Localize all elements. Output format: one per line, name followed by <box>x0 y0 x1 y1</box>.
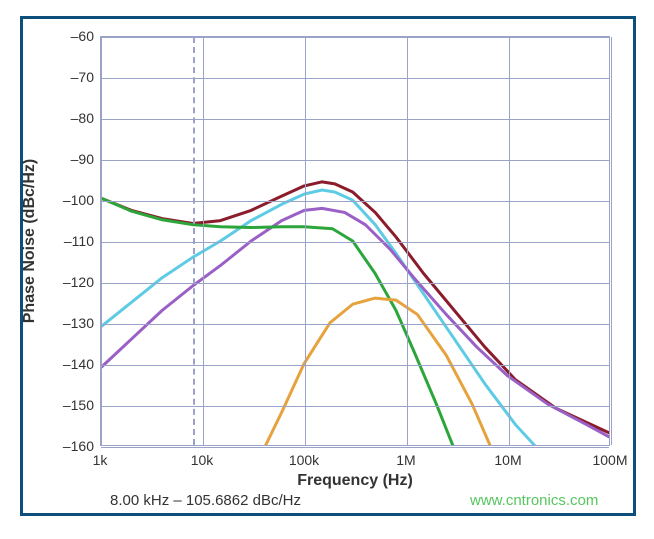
x-tick-label: 100M <box>592 452 627 468</box>
gridline-y <box>101 406 609 407</box>
chart-svg <box>101 37 609 445</box>
marker-line <box>193 37 195 445</box>
gridline-y <box>101 201 609 202</box>
y-tick-label: –120 <box>54 274 94 290</box>
gridline-y <box>101 365 609 366</box>
gridline-x <box>101 37 102 445</box>
y-tick-label: –60 <box>54 28 94 44</box>
gridline-y <box>101 324 609 325</box>
x-tick-label: 10M <box>494 452 521 468</box>
gridline-y <box>101 78 609 79</box>
gridline-y <box>101 119 609 120</box>
y-tick-label: –160 <box>54 438 94 454</box>
plot-area <box>100 36 610 446</box>
series-orange <box>264 298 492 449</box>
x-tick-label: 10k <box>191 452 214 468</box>
gridline-x <box>611 37 612 445</box>
gridline-y <box>101 160 609 161</box>
y-tick-label: –150 <box>54 397 94 413</box>
y-tick-label: –80 <box>54 110 94 126</box>
gridline-x <box>203 37 204 445</box>
x-axis-label: Frequency (Hz) <box>297 472 413 490</box>
gridline-x <box>305 37 306 445</box>
y-tick-label: –130 <box>54 315 94 331</box>
gridline-y <box>101 242 609 243</box>
x-tick-label: 1M <box>396 452 415 468</box>
watermark: www.cntronics.com <box>470 492 598 509</box>
gridline-y <box>101 37 609 38</box>
y-tick-label: –100 <box>54 192 94 208</box>
x-tick-label: 1k <box>93 452 108 468</box>
y-tick-label: –90 <box>54 151 94 167</box>
y-tick-label: –110 <box>54 233 94 249</box>
gridline-y <box>101 447 609 448</box>
y-axis-label: Phase Noise (dBc/Hz) <box>21 159 39 323</box>
x-tick-label: 100k <box>289 452 319 468</box>
gridline-x <box>407 37 408 445</box>
gridline-x <box>509 37 510 445</box>
marker-readout: 8.00 kHz – 105.6862 dBc/Hz <box>110 492 301 509</box>
gridline-y <box>101 283 609 284</box>
y-tick-label: –140 <box>54 356 94 372</box>
y-tick-label: –70 <box>54 69 94 85</box>
